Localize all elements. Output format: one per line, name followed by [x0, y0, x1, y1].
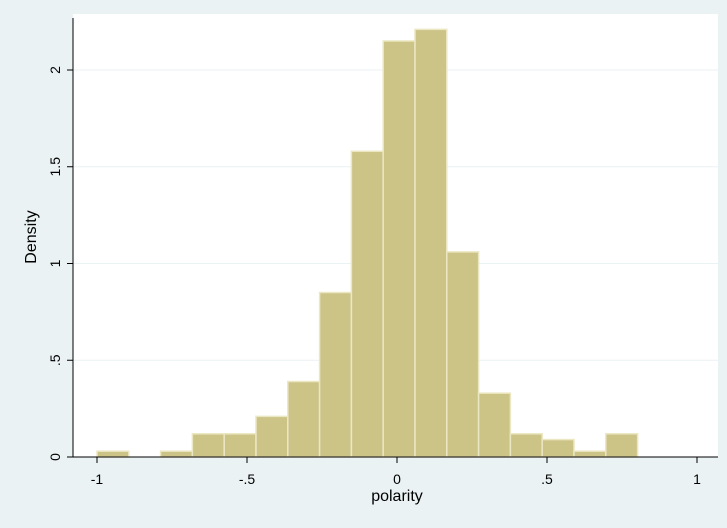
- x-tick-label-3: .5: [541, 471, 553, 487]
- histogram-bar-13: [541, 438, 575, 458]
- x-axis-ticks: -1 -.5 0 .5 1: [91, 457, 701, 487]
- y-tick-label-4: 2: [47, 66, 63, 74]
- y-tick-label-0: 0: [47, 453, 63, 461]
- y-axis-ticks: 0 .5 1 1.5 2: [47, 66, 73, 461]
- histogram-bar-4: [255, 415, 289, 458]
- histogram-bar-11: [477, 392, 512, 458]
- histogram-bar-9: [414, 28, 448, 458]
- histogram-bar-2: [191, 433, 225, 458]
- histogram-bar-3: [223, 433, 257, 458]
- x-tick-label-0: -1: [91, 471, 104, 487]
- histogram-bar-6: [318, 291, 353, 458]
- histogram-bar-15: [605, 433, 639, 458]
- y-axis-title: Density: [23, 210, 40, 263]
- histogram-bar-8: [382, 40, 416, 458]
- histogram-bar-14: [573, 450, 607, 458]
- histogram-bar-1: [159, 450, 194, 458]
- histogram-bar-12: [509, 433, 543, 458]
- y-tick-label-2: 1: [47, 259, 63, 267]
- axes: [72, 18, 718, 458]
- histogram-bar-0: [96, 450, 130, 458]
- x-tick-label-2: 0: [393, 471, 401, 487]
- y-tick-label-1: .5: [47, 354, 63, 366]
- x-axis-title: polarity: [371, 488, 423, 505]
- histogram-bars: [96, 28, 639, 458]
- histogram-bar-5: [287, 380, 321, 458]
- histogram-bar-7: [350, 150, 384, 458]
- y-tick-label-3: 1.5: [47, 157, 63, 177]
- x-tick-label-1: -.5: [239, 471, 256, 487]
- x-tick-label-4: 1: [693, 471, 701, 487]
- histogram-bar-10: [446, 251, 480, 458]
